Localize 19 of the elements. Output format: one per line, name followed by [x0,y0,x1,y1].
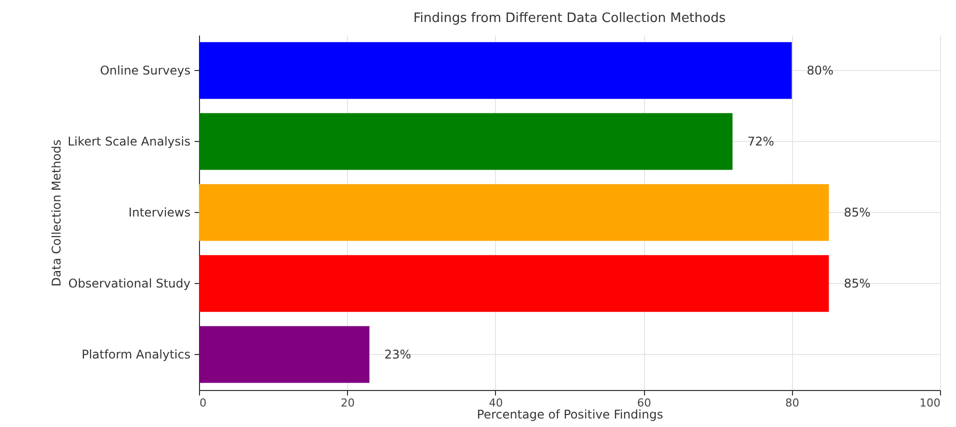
data-label: 85% [844,276,871,290]
x-tick-label: 0 [200,396,206,410]
y-tick-label: Interviews [128,206,190,220]
x-tick-label: 100 [920,396,940,410]
x-tick-label: 60 [637,396,652,410]
data-label: 72% [748,134,774,148]
x-tick-label: 20 [340,396,355,410]
y-tick-label: Platform Analytics [82,348,190,362]
y-tick-label: Likert Scale Analysis [68,134,190,148]
x-tick-label: 40 [488,396,503,410]
y-axis-title: Data Collection Methods [50,140,64,286]
data-label: 80% [806,64,834,78]
data-label: 23% [384,348,412,362]
data-label: 85% [844,206,871,220]
x-axis-title: Percentage of Positive Findings [476,408,664,422]
chart-title: Findings from Different Data Collection Methods [413,11,726,26]
y-tick-label: Observational Study [68,276,190,290]
y-tick-label: Online Surveys [100,64,190,78]
x-tick-label: 80 [785,396,800,410]
